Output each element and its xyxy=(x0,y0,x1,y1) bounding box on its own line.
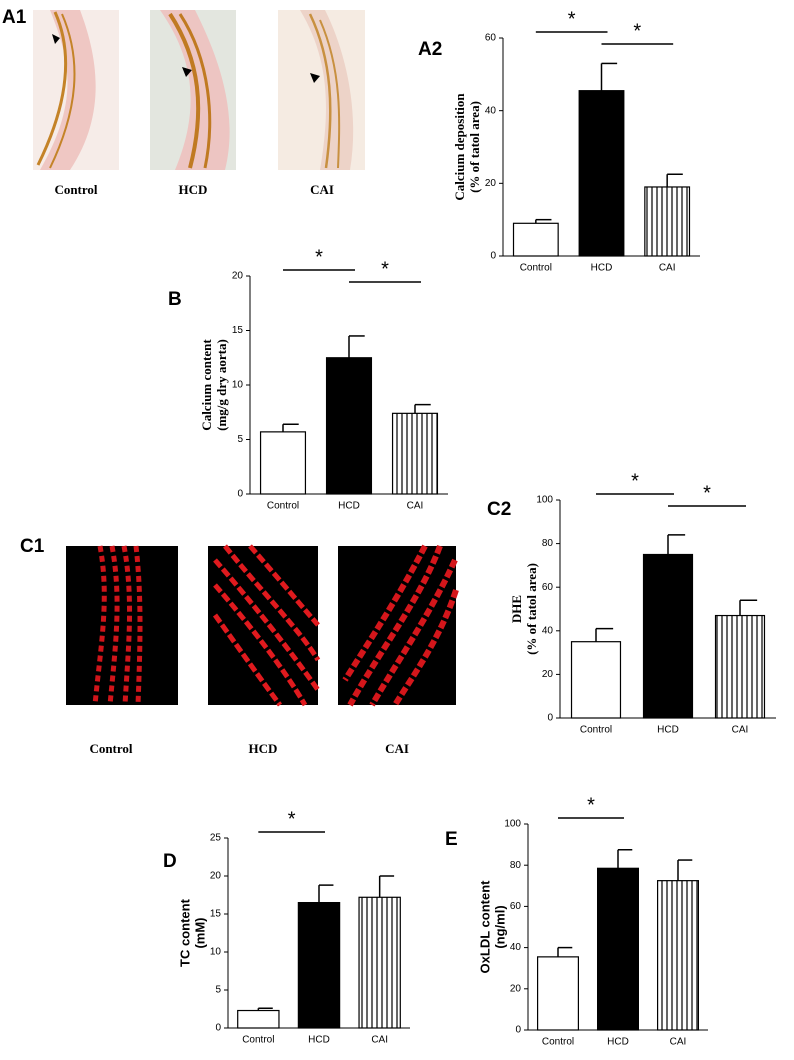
image-panel-c1: C1 Control HCD CAI xyxy=(20,536,459,756)
image-caption: HCD xyxy=(249,741,278,756)
y-tick-label: 60 xyxy=(542,582,554,593)
y-axis-label: OxLDL content xyxy=(477,880,492,974)
y-tick-label: 20 xyxy=(542,669,554,680)
y-tick-label: 100 xyxy=(504,819,521,830)
y-axis-label: (mg/g dry aorta) xyxy=(214,339,229,431)
significance-star: * xyxy=(315,246,323,268)
y-tick-label: 0 xyxy=(237,489,243,500)
y-tick-label: 20 xyxy=(210,871,222,882)
y-tick-label: 15 xyxy=(232,325,244,336)
image-caption: Control xyxy=(54,182,97,197)
x-tick-label: HCD xyxy=(308,1035,330,1046)
image-panel-a1: A1 Control HCD CAI xyxy=(2,7,365,197)
bar xyxy=(536,956,579,1031)
y-axis-label: Calcium deposition xyxy=(452,93,467,201)
significance-star: * xyxy=(288,808,296,830)
x-tick-label: HCD xyxy=(607,1037,629,1048)
panel-label: C1 xyxy=(20,536,45,557)
panel-label: A2 xyxy=(418,39,442,60)
panel-label: A1 xyxy=(2,7,27,28)
y-axis-label: Calcium content xyxy=(199,339,214,431)
panel-label: B xyxy=(168,289,182,310)
histology-image xyxy=(150,10,236,170)
bar xyxy=(642,553,694,719)
y-axis-label: (mM) xyxy=(192,917,207,948)
bar xyxy=(570,641,622,719)
y-tick-label: 0 xyxy=(215,1023,221,1034)
y-tick-label: 25 xyxy=(210,833,222,844)
significance-star: * xyxy=(568,8,576,30)
panel-label: E xyxy=(445,829,458,850)
bar xyxy=(644,186,691,257)
bar xyxy=(297,901,341,1029)
bar xyxy=(512,222,559,257)
bar xyxy=(391,412,439,495)
significance-star: * xyxy=(587,794,595,816)
image-caption: CAI xyxy=(310,182,334,197)
y-tick-label: 20 xyxy=(485,178,497,189)
image-caption: Control xyxy=(89,741,132,756)
y-tick-label: 10 xyxy=(210,947,222,958)
y-axis-label: (% of tatol area) xyxy=(467,101,482,193)
y-tick-label: 10 xyxy=(232,380,244,391)
x-tick-label: Control xyxy=(520,263,552,274)
significance-star: * xyxy=(381,258,389,280)
y-tick-label: 60 xyxy=(485,33,497,44)
significance-star: * xyxy=(703,482,711,504)
y-tick-label: 80 xyxy=(510,860,522,871)
y-tick-label: 5 xyxy=(215,985,221,996)
image-caption: HCD xyxy=(179,182,208,197)
panel-label: C2 xyxy=(487,499,511,520)
y-tick-label: 15 xyxy=(210,909,222,920)
y-tick-label: 5 xyxy=(237,434,243,445)
x-tick-label: Control xyxy=(267,501,299,512)
histology-image xyxy=(33,10,119,170)
bar xyxy=(596,867,639,1031)
bar xyxy=(714,614,766,719)
y-tick-label: 100 xyxy=(536,495,553,506)
fluorescence-image xyxy=(338,544,459,707)
bar xyxy=(237,1009,280,1029)
y-tick-label: 40 xyxy=(542,625,554,636)
x-tick-label: CAI xyxy=(371,1035,388,1046)
y-axis-label: TC content xyxy=(177,898,192,967)
y-tick-label: 60 xyxy=(510,901,522,912)
y-axis-label: DHE xyxy=(509,595,524,623)
fluorescence-image xyxy=(208,544,321,707)
x-tick-label: CAI xyxy=(659,263,676,274)
x-tick-label: CAI xyxy=(407,501,424,512)
bar xyxy=(325,357,373,495)
x-tick-label: Control xyxy=(242,1035,274,1046)
y-tick-label: 40 xyxy=(485,105,497,116)
y-tick-label: 20 xyxy=(232,271,244,282)
bar xyxy=(259,431,307,495)
bar xyxy=(578,90,625,257)
y-tick-label: 80 xyxy=(542,538,554,549)
x-tick-label: HCD xyxy=(657,725,679,736)
significance-star: * xyxy=(633,20,641,42)
y-axis-label: (% of tatol area) xyxy=(524,563,539,655)
image-caption: CAI xyxy=(385,741,409,756)
x-tick-label: HCD xyxy=(591,263,613,274)
y-tick-label: 0 xyxy=(515,1025,521,1036)
bar xyxy=(656,880,699,1031)
y-tick-label: 40 xyxy=(510,942,522,953)
x-tick-label: CAI xyxy=(732,725,749,736)
x-tick-label: Control xyxy=(580,725,612,736)
fluorescence-image xyxy=(66,545,178,706)
y-tick-label: 0 xyxy=(547,713,553,724)
histology-image xyxy=(278,10,365,170)
bar xyxy=(358,896,401,1029)
y-tick-label: 0 xyxy=(490,251,496,262)
panel-label: D xyxy=(163,851,177,872)
y-axis-label: (ng/ml) xyxy=(492,905,507,948)
x-tick-label: Control xyxy=(542,1037,574,1048)
significance-star: * xyxy=(631,470,639,492)
x-tick-label: HCD xyxy=(338,501,360,512)
y-tick-label: 20 xyxy=(510,983,522,994)
x-tick-label: CAI xyxy=(670,1037,687,1048)
